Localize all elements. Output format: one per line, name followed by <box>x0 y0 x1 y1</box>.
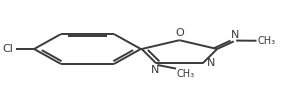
Text: CH₃: CH₃ <box>258 36 276 46</box>
Text: CH₃: CH₃ <box>177 69 195 79</box>
Text: N: N <box>231 30 239 40</box>
Text: N: N <box>150 65 159 75</box>
Text: N: N <box>206 58 215 68</box>
Text: Cl: Cl <box>2 44 13 54</box>
Text: O: O <box>175 28 184 38</box>
